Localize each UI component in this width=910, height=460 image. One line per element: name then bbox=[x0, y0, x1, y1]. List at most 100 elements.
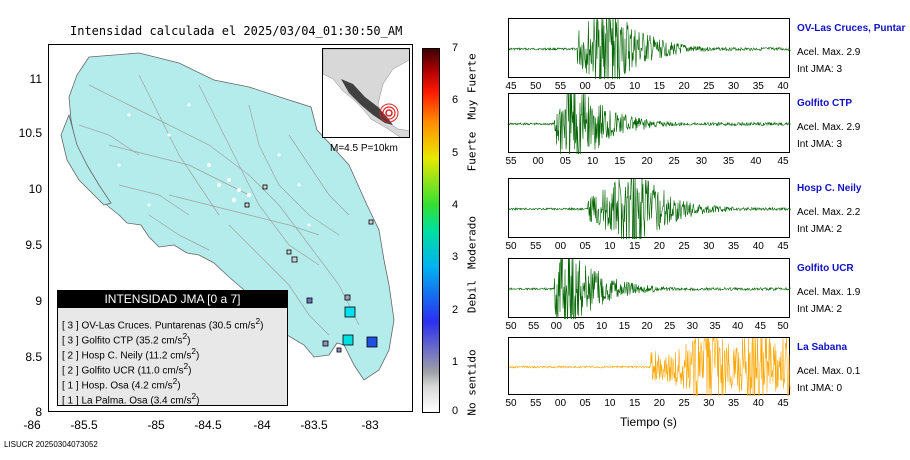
time-tick: 00 bbox=[579, 81, 591, 92]
magnitude-depth-caption: M=4.5 P=10km bbox=[330, 143, 398, 154]
time-tick: 35 bbox=[752, 81, 764, 92]
time-tick: 20 bbox=[653, 241, 665, 252]
time-tick: 45 bbox=[754, 321, 766, 332]
station-name: Golfito CTP bbox=[797, 98, 852, 109]
waveform bbox=[508, 326, 791, 412]
time-tick: 15 bbox=[653, 81, 665, 92]
time-tick: 30 bbox=[703, 241, 715, 252]
scale-tick: 0 bbox=[452, 405, 459, 417]
legend-row: [ 3 ] OV-Las Cruces. Puntarenas (30.5 cm… bbox=[62, 316, 264, 332]
seismogram-trace-box bbox=[508, 0, 791, 94]
station-max-accel: Acel. Max. 2.9 bbox=[797, 47, 861, 58]
station-max-accel: Acel. Max. 1.9 bbox=[797, 287, 861, 298]
station-max-accel: Acel. Max. 2.2 bbox=[797, 207, 861, 218]
footer-id: LISUCR 20250304073052 bbox=[4, 440, 98, 449]
time-tick-row: 50 55 00 05 10 15 20 25 30 35 40 45 bbox=[500, 398, 800, 410]
land-nicoya bbox=[60, 113, 112, 206]
time-tick: 10 bbox=[596, 321, 608, 332]
waveform bbox=[508, 166, 791, 255]
lat-tick: 8.5 bbox=[25, 350, 42, 364]
time-tick: 40 bbox=[750, 156, 762, 167]
town-dots bbox=[117, 103, 311, 227]
time-tick: 30 bbox=[727, 81, 740, 92]
time-tick: 15 bbox=[614, 156, 626, 167]
time-tick: 40 bbox=[732, 321, 744, 332]
time-tick: 10 bbox=[629, 81, 641, 92]
time-tick: 55 bbox=[530, 241, 542, 252]
station-marker-golfito-ctp bbox=[366, 336, 378, 348]
lon-tick: -84.5 bbox=[194, 418, 222, 432]
seismogram-trace-box bbox=[508, 166, 791, 255]
seismogram-trace-box bbox=[508, 75, 791, 167]
waveform bbox=[508, 0, 791, 94]
time-tick: 10 bbox=[604, 241, 616, 252]
inset-land bbox=[323, 49, 409, 137]
time-tick: 45 bbox=[777, 241, 789, 252]
time-tick: 45 bbox=[777, 156, 789, 167]
time-tick: 45 bbox=[505, 81, 517, 92]
epicenter-symbol bbox=[379, 103, 399, 123]
waveform bbox=[508, 75, 791, 167]
scale-label-debil: Debil bbox=[465, 279, 479, 314]
lon-tick: -85.5 bbox=[70, 418, 98, 432]
station-name: Hosp C. Neily bbox=[797, 183, 862, 194]
station-marker-hosp-neily bbox=[342, 334, 354, 346]
scale-tick: 2 bbox=[452, 304, 459, 316]
intensity-legend bbox=[57, 290, 288, 406]
time-tick: 55 bbox=[505, 156, 517, 167]
time-tick: 10 bbox=[604, 398, 616, 409]
station-name: La Sabana bbox=[797, 342, 848, 353]
time-tick: 15 bbox=[629, 241, 641, 252]
station-jma-intensity: Int JMA: 3 bbox=[797, 139, 843, 150]
seismogram-trace-box bbox=[508, 326, 791, 412]
lat-tick: 8 bbox=[35, 405, 42, 419]
lat-tick: 10.5 bbox=[18, 126, 42, 140]
legend-row: [ 3 ] Golfito CTP (35.2 cm/s2) bbox=[62, 331, 191, 347]
time-tick: 10 bbox=[587, 156, 599, 167]
time-tick: 55 bbox=[554, 81, 567, 92]
time-tick: 05 bbox=[604, 81, 616, 92]
map-canvas bbox=[60, 52, 395, 381]
waveform bbox=[508, 245, 791, 332]
legend-header: INTENSIDAD JMA [0 a 7] bbox=[58, 290, 287, 308]
scale-tick: 1 bbox=[452, 356, 459, 368]
time-tick: 05 bbox=[573, 321, 585, 332]
time-tick: 35 bbox=[727, 398, 740, 409]
legend-row: [ 2 ] Golfito UCR (11.0 cm/s2) bbox=[62, 361, 192, 377]
time-tick: 20 bbox=[653, 398, 665, 409]
time-tick: 20 bbox=[641, 156, 653, 167]
station-name: Golfito UCR bbox=[797, 263, 854, 274]
lat-tick: 9.5 bbox=[25, 238, 42, 252]
time-tick: 20 bbox=[678, 81, 690, 92]
legend-row: [ 2 ] Hosp C. Neily (11.2 cm/s2) bbox=[62, 346, 200, 362]
station-jma-intensity: Int JMA: 3 bbox=[797, 64, 843, 75]
time-tick: 30 bbox=[695, 156, 707, 167]
station-name: OV-Las Cruces, Puntar bbox=[797, 23, 906, 34]
time-tick: 50 bbox=[505, 241, 517, 252]
time-tick: 30 bbox=[703, 398, 715, 409]
station-jma-intensity: Int JMA: 2 bbox=[797, 304, 843, 315]
time-axis-label: Tiempo (s) bbox=[620, 415, 677, 429]
time-tick: 35 bbox=[709, 321, 721, 332]
station-jma-intensity: Int JMA: 0 bbox=[797, 383, 843, 394]
time-tick: 35 bbox=[723, 156, 735, 167]
lat-tick: 9 bbox=[35, 294, 42, 308]
station-marker-ov-las-cruces bbox=[344, 306, 356, 318]
time-tick: 15 bbox=[618, 321, 630, 332]
time-tick: 50 bbox=[505, 398, 517, 409]
time-tick: 05 bbox=[579, 241, 591, 252]
scale-label-fuerte: Fuerte bbox=[465, 131, 479, 172]
locator-inset bbox=[322, 48, 410, 138]
time-tick: 25 bbox=[664, 321, 676, 332]
time-tick: 30 bbox=[686, 321, 698, 332]
legend-row: [ 1 ] La Palma. Osa (3.4 cm/s2) bbox=[62, 391, 200, 407]
time-tick: 40 bbox=[752, 398, 764, 409]
intensity-color-scale bbox=[422, 48, 440, 413]
scale-tick: 7 bbox=[452, 42, 459, 54]
lon-tick: -84 bbox=[253, 418, 271, 432]
time-tick: 45 bbox=[777, 398, 789, 409]
time-tick: 15 bbox=[629, 398, 641, 409]
scale-tick: 3 bbox=[452, 251, 459, 263]
lon-tick: -83.5 bbox=[300, 418, 328, 432]
scale-tick: 4 bbox=[452, 199, 459, 211]
